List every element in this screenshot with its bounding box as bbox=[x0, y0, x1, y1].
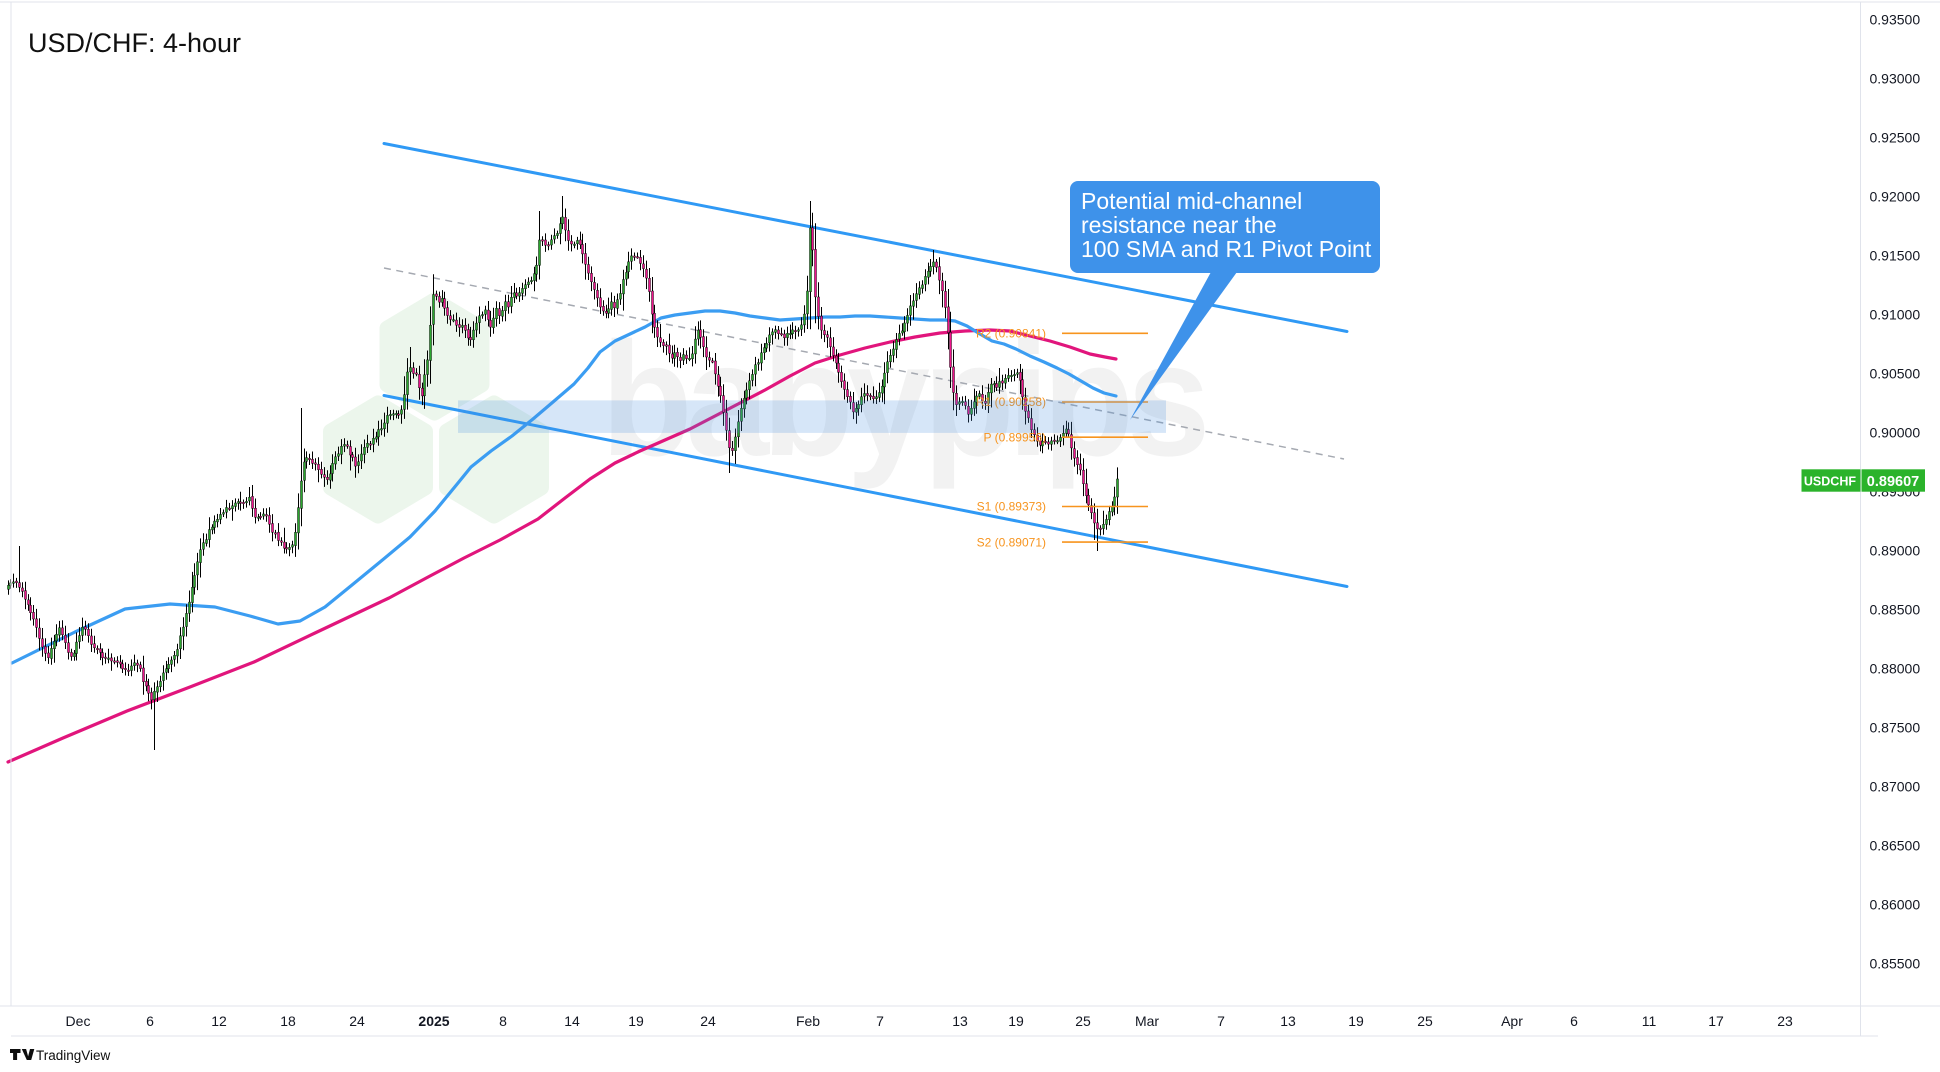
svg-text:P (0.89956): P (0.89956) bbox=[984, 430, 1047, 444]
svg-text:2025: 2025 bbox=[418, 1013, 449, 1029]
svg-text:0.87500: 0.87500 bbox=[1870, 720, 1921, 736]
svg-text:0.91500: 0.91500 bbox=[1870, 248, 1921, 264]
svg-text:24: 24 bbox=[700, 1013, 716, 1029]
svg-text:0.91000: 0.91000 bbox=[1870, 307, 1921, 323]
svg-text:6: 6 bbox=[146, 1013, 154, 1029]
svg-text:0.86500: 0.86500 bbox=[1870, 838, 1921, 854]
svg-text:8: 8 bbox=[499, 1013, 507, 1029]
svg-text:13: 13 bbox=[952, 1013, 968, 1029]
svg-text:0.90000: 0.90000 bbox=[1870, 425, 1921, 441]
svg-text:100 SMA and R1 Pivot Point: 100 SMA and R1 Pivot Point bbox=[1081, 236, 1372, 262]
svg-text:0.90500: 0.90500 bbox=[1870, 366, 1921, 382]
svg-text:7: 7 bbox=[1217, 1013, 1225, 1029]
svg-text:Potential mid-channel: Potential mid-channel bbox=[1081, 188, 1302, 214]
svg-text:13: 13 bbox=[1280, 1013, 1296, 1029]
svg-text:19: 19 bbox=[1348, 1013, 1364, 1029]
svg-text:12: 12 bbox=[211, 1013, 227, 1029]
svg-text:Mar: Mar bbox=[1135, 1013, 1159, 1029]
svg-text:0.88000: 0.88000 bbox=[1870, 661, 1921, 677]
svg-text:0.88500: 0.88500 bbox=[1870, 602, 1921, 618]
svg-text:0.89607: 0.89607 bbox=[1867, 474, 1919, 490]
svg-text:18: 18 bbox=[280, 1013, 296, 1029]
svg-text:Apr: Apr bbox=[1501, 1013, 1523, 1029]
svg-text:babypips: babypips bbox=[601, 310, 1205, 491]
svg-text:TradingView: TradingView bbox=[36, 1048, 111, 1063]
svg-text:7: 7 bbox=[876, 1013, 884, 1029]
svg-text:USD/CHF: 4-hour: USD/CHF: 4-hour bbox=[28, 28, 241, 58]
svg-text:25: 25 bbox=[1075, 1013, 1091, 1029]
svg-text:19: 19 bbox=[1008, 1013, 1024, 1029]
svg-text:0.92000: 0.92000 bbox=[1870, 189, 1921, 205]
svg-text:0.85500: 0.85500 bbox=[1870, 956, 1921, 972]
svg-text:24: 24 bbox=[349, 1013, 365, 1029]
svg-text:0.93000: 0.93000 bbox=[1870, 71, 1921, 87]
svg-text:R1 (0.90258): R1 (0.90258) bbox=[976, 395, 1046, 409]
svg-text:Feb: Feb bbox=[796, 1013, 820, 1029]
svg-text:0.87000: 0.87000 bbox=[1870, 779, 1921, 795]
svg-text:17: 17 bbox=[1708, 1013, 1724, 1029]
svg-text:S1 (0.89373): S1 (0.89373) bbox=[977, 500, 1046, 514]
svg-text:0.86000: 0.86000 bbox=[1870, 897, 1921, 913]
svg-text:S2 (0.89071): S2 (0.89071) bbox=[977, 535, 1046, 549]
svg-text:0.89000: 0.89000 bbox=[1870, 543, 1921, 559]
svg-text:0.93500: 0.93500 bbox=[1870, 12, 1921, 28]
svg-text:25: 25 bbox=[1417, 1013, 1433, 1029]
svg-text:19: 19 bbox=[628, 1013, 644, 1029]
svg-text:23: 23 bbox=[1777, 1013, 1793, 1029]
svg-text:6: 6 bbox=[1570, 1013, 1578, 1029]
svg-text:11: 11 bbox=[1642, 1013, 1657, 1029]
svg-text:resistance near the: resistance near the bbox=[1081, 212, 1277, 238]
svg-text:R2 (0.90841): R2 (0.90841) bbox=[976, 327, 1046, 341]
svg-text:14: 14 bbox=[564, 1013, 580, 1029]
svg-text:Dec: Dec bbox=[66, 1013, 91, 1029]
svg-text:USDCHF: USDCHF bbox=[1804, 475, 1856, 489]
svg-text:0.92500: 0.92500 bbox=[1870, 130, 1921, 146]
